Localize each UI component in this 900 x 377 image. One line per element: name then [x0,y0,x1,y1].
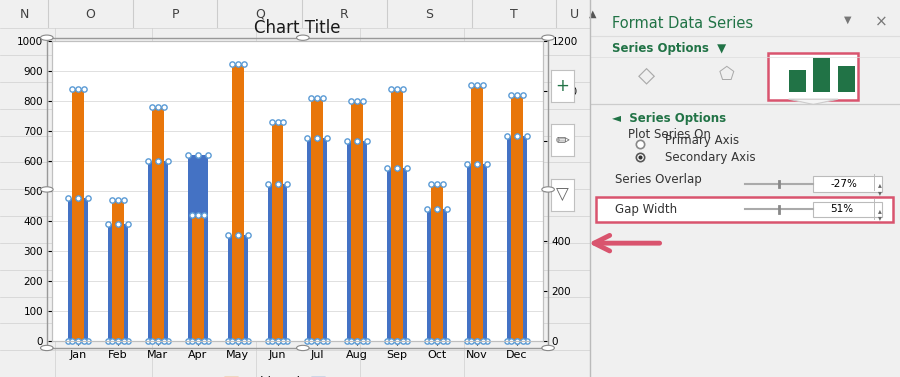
Text: ◇: ◇ [637,65,654,86]
Text: Secondary Axis: Secondary Axis [665,151,755,164]
Text: ▲: ▲ [589,9,597,19]
Bar [308,138,328,341]
Text: Format Data Series: Format Data Series [612,16,753,31]
Bar [188,155,208,341]
Bar [347,141,367,341]
Text: ▾: ▾ [878,213,882,222]
Bar [148,161,167,341]
Text: Plot Series On: Plot Series On [627,128,710,141]
Text: S: S [425,8,433,21]
Text: Series Options  ▼: Series Options ▼ [612,42,726,55]
Bar [311,98,323,341]
Bar [467,164,487,341]
Bar [72,89,84,341]
Text: T: T [510,8,518,21]
Bar [511,95,523,341]
Bar [392,89,403,341]
Text: ◄  Series Options: ◄ Series Options [612,112,726,124]
Text: ⬠: ⬠ [719,66,734,84]
Text: Series Overlap: Series Overlap [616,173,702,186]
Bar [471,85,483,341]
Bar [838,66,855,92]
FancyBboxPatch shape [769,53,859,100]
Text: 51%: 51% [831,204,854,214]
Title: Chart Title: Chart Title [254,19,341,37]
FancyBboxPatch shape [813,202,882,217]
Bar [814,58,831,92]
Bar [228,235,248,341]
Text: Primary Axis: Primary Axis [665,135,739,147]
Bar [351,101,364,341]
Bar [507,136,526,341]
Polygon shape [788,99,838,104]
Text: ▴: ▴ [878,206,882,215]
FancyBboxPatch shape [596,197,893,222]
Bar [428,209,447,341]
Text: ▴: ▴ [878,181,882,190]
Text: N: N [19,8,29,21]
Text: ▾: ▾ [878,188,882,197]
Text: P: P [171,8,179,21]
Bar [387,168,407,341]
Bar [272,123,284,341]
Text: Gap Width: Gap Width [616,203,678,216]
Bar [788,70,806,92]
Bar [192,215,203,341]
Text: ▼: ▼ [844,14,851,25]
Text: O: O [86,8,95,21]
Bar [68,198,88,341]
Text: -27%: -27% [831,179,858,189]
Text: +: + [555,77,570,95]
Text: ×: × [875,14,888,29]
Bar [267,184,287,341]
Bar [431,184,443,341]
FancyBboxPatch shape [813,176,882,192]
Text: U: U [571,8,580,21]
Legend: Achieved, Target: Achieved, Target [219,371,376,377]
Bar [152,107,164,341]
Text: R: R [340,8,349,21]
Text: ✏: ✏ [555,132,570,149]
Text: ▽: ▽ [556,186,569,204]
Bar [231,64,244,341]
Text: Q: Q [255,8,265,21]
Bar [112,200,124,341]
Bar [108,224,128,341]
